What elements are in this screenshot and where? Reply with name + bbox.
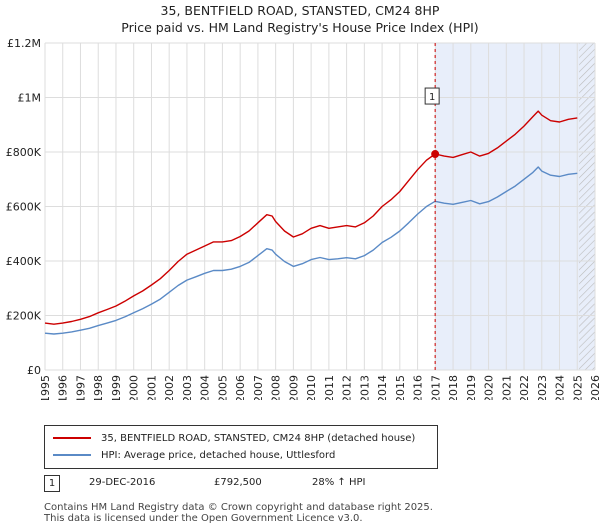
series-line-property <box>44 110 578 325</box>
annotation-badge: 1 <box>44 475 60 492</box>
x-tick-label: 2018 <box>447 375 460 400</box>
x-tick-label: 2019 <box>465 375 478 400</box>
x-tick-label: 2024 <box>554 375 567 400</box>
chart-subtitle: Price paid vs. HM Land Registry's House … <box>121 20 479 35</box>
annotation-price: £792,500 <box>214 477 262 488</box>
x-tick-label: 2016 <box>412 375 425 400</box>
series-line-hpi <box>44 166 578 335</box>
x-tick-label: 2023 <box>536 375 549 400</box>
x-tick-label: 2011 <box>323 375 336 400</box>
legend-item-property: 35, BENTFIELD ROAD, STANSTED, CM24 8HP (… <box>53 431 415 445</box>
x-tick-label: 1999 <box>110 375 123 400</box>
x-tick-label: 1996 <box>57 375 70 400</box>
x-tick-label: 2025 <box>571 375 584 400</box>
x-tick-label: 2017 <box>429 375 442 400</box>
x-tick-label: 2015 <box>394 375 407 400</box>
y-tick-label: £0 <box>27 364 41 377</box>
annotation-marker-box <box>424 87 440 105</box>
legend-label-hpi: HPI: Average price, detached house, Uttl… <box>101 449 336 461</box>
x-tick-label: 1995 <box>39 375 52 400</box>
x-tick-label: 2003 <box>181 375 194 400</box>
annotation-date: 29-DEC-2016 <box>89 477 156 488</box>
x-tick-label: 2021 <box>500 375 513 400</box>
x-tick-label: 2008 <box>270 375 283 400</box>
x-tick-label: 2009 <box>287 375 300 400</box>
x-tick-label: 2000 <box>128 375 141 400</box>
sale-point-marker <box>431 150 440 159</box>
y-tick-label: £800K <box>6 146 42 159</box>
chart-legend: 35, BENTFIELD ROAD, STANSTED, CM24 8HP (… <box>44 425 438 469</box>
annotation-hpi-change: 28% ↑ HPI <box>312 477 366 488</box>
y-tick-label: £600K <box>6 201 42 214</box>
x-tick-label: 2012 <box>341 375 354 400</box>
x-tick-label: 2002 <box>163 375 176 400</box>
y-tick-label: £1.2M <box>7 37 41 50</box>
x-tick-label: 2013 <box>358 375 371 400</box>
legend-swatch-hpi <box>53 454 91 456</box>
footer-notice: Contains HM Land Registry data © Crown c… <box>44 502 433 524</box>
y-tick-label: £400K <box>6 255 42 268</box>
x-tick-label: 2004 <box>199 375 212 400</box>
x-tick-label: 2026 <box>589 375 600 400</box>
annotation-marker-label: 1 <box>429 92 435 103</box>
x-tick-label: 2022 <box>518 375 531 400</box>
x-tick-label: 2010 <box>305 375 318 400</box>
x-tick-label: 1998 <box>92 375 105 400</box>
y-tick-label: £200K <box>6 310 42 323</box>
x-tick-label: 2014 <box>376 375 389 400</box>
legend-swatch-property <box>53 437 91 439</box>
x-tick-label: 1997 <box>74 375 87 400</box>
x-tick-label: 2005 <box>216 375 229 400</box>
x-tick-label: 2001 <box>145 375 158 400</box>
y-tick-label: £1M <box>18 92 42 105</box>
footer-line-1: Contains HM Land Registry data © Crown c… <box>44 502 433 513</box>
legend-label-property: 35, BENTFIELD ROAD, STANSTED, CM24 8HP (… <box>101 432 416 444</box>
footer-line-2: This data is licensed under the Open Gov… <box>44 513 363 524</box>
x-tick-label: 2020 <box>483 375 496 400</box>
x-tick-label: 2007 <box>252 375 265 400</box>
x-tick-label: 2006 <box>234 375 247 400</box>
chart-title: 35, BENTFIELD ROAD, STANSTED, CM24 8HP <box>160 3 440 18</box>
price-chart: £0 £200K £400K £600K £800K £1M £1.2M 1995 1996 19… <box>6 37 600 400</box>
legend-item-hpi: HPI: Average price, detached house, Uttl… <box>53 448 335 462</box>
